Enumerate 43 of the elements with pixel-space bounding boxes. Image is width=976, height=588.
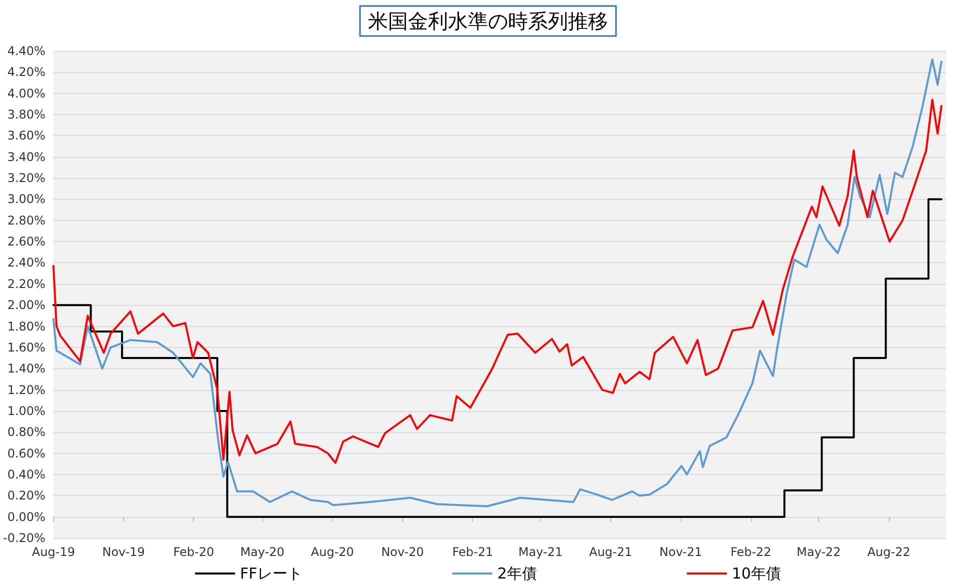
- y-tick-label: 2.80%: [7, 213, 46, 228]
- y-tick-label: 0.00%: [7, 510, 46, 524]
- legend-label: 10年債: [732, 564, 781, 582]
- x-tick-label: Aug-22: [867, 545, 910, 559]
- legend-label: 2年債: [497, 564, 537, 582]
- legend-label: FFレート: [240, 564, 302, 582]
- y-tick-label: 3.00%: [7, 192, 46, 206]
- y-tick-label: 1.80%: [7, 319, 46, 334]
- chart-title: 米国金利水準の時系列推移: [368, 9, 608, 33]
- y-tick-label: 1.60%: [7, 340, 46, 354]
- y-tick-label: 0.60%: [7, 446, 46, 460]
- y-tick-label: 3.20%: [7, 171, 46, 186]
- x-tick-label: Nov-20: [381, 545, 424, 559]
- x-tick-label: Aug-20: [310, 545, 354, 559]
- y-tick-label: 0.80%: [7, 425, 46, 440]
- x-tick-label: May-20: [240, 545, 284, 559]
- x-tick-label: Feb-20: [173, 545, 214, 559]
- y-tick-label: 3.40%: [7, 150, 46, 164]
- x-tick-label: May-22: [796, 545, 841, 559]
- x-tick-label: Aug-21: [589, 545, 632, 559]
- x-tick-label: May-21: [518, 545, 563, 559]
- y-tick-label: 0.40%: [7, 467, 46, 482]
- y-tick-label: 3.60%: [7, 128, 46, 143]
- x-tick-label: Feb-22: [730, 545, 772, 559]
- y-tick-label: -0.20%: [3, 531, 46, 545]
- line-series: [52, 58, 942, 508]
- y-tick-label: 0.20%: [7, 488, 46, 503]
- y-tick-label: 2.00%: [7, 298, 46, 312]
- y-tick-label: 1.40%: [7, 362, 46, 376]
- y-tick-label: 1.00%: [7, 404, 46, 418]
- y-tick-label: 2.20%: [7, 276, 46, 291]
- y-tick-label: 4.20%: [7, 65, 46, 80]
- x-tick-label: Nov-19: [102, 545, 145, 559]
- y-tick-label: 4.00%: [7, 86, 46, 100]
- line-series: [52, 98, 942, 464]
- y-tick-label: 1.20%: [7, 382, 46, 397]
- y-tick-label: 3.80%: [7, 108, 46, 122]
- x-tick-label: Nov-21: [659, 545, 702, 559]
- y-tick-label: 2.60%: [7, 234, 46, 249]
- x-tick-label: Feb-21: [452, 545, 494, 559]
- y-tick-label: 4.40%: [7, 44, 46, 58]
- x-tick-label: Aug-19: [32, 545, 75, 559]
- y-tick-label: 2.40%: [7, 256, 46, 270]
